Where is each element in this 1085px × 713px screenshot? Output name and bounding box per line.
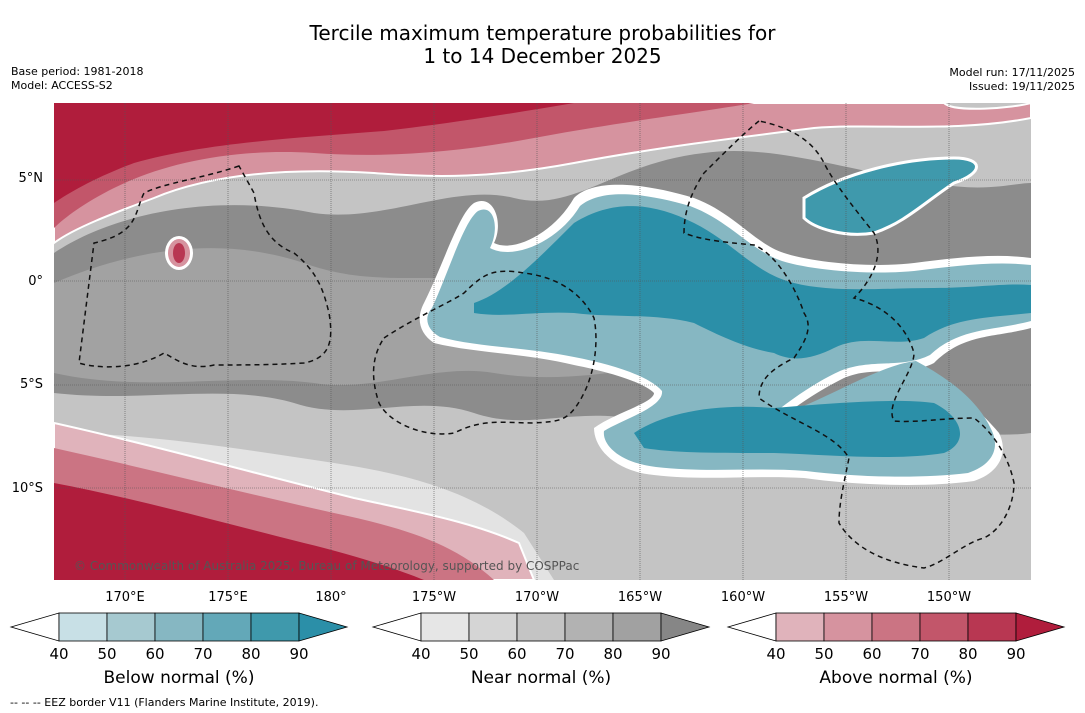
colorbar-segment [823, 612, 873, 642]
model-run: Model run: 17/11/2025 [949, 66, 1075, 79]
lon-label-180: 180° [315, 590, 347, 605]
cb-below-tick: 80 [241, 645, 261, 663]
lon-label-175e: 175°E [208, 590, 248, 605]
colorbar-segment [420, 612, 470, 642]
cb-above-tick: 70 [910, 645, 930, 663]
colorbar-segment [250, 612, 300, 642]
lon-label-175w: 175°W [411, 590, 457, 605]
colorbar-above-title: Above normal (%) [819, 668, 973, 688]
lon-label-165w: 165°W [617, 590, 663, 605]
cb-near-tick: 60 [507, 645, 527, 663]
cb-above-tick: 60 [862, 645, 882, 663]
cb-below-tick: 60 [145, 645, 165, 663]
colorbar-segment [612, 612, 662, 642]
colorbar-segment [919, 612, 969, 642]
colorbar-segment [468, 612, 518, 642]
colorbar-min-extend [9, 612, 60, 642]
lon-label-160w: 160°W [720, 590, 766, 605]
colorbar-below [9, 612, 349, 642]
cb-below-tick: 40 [49, 645, 69, 663]
eez-borders [78, 120, 1015, 569]
colorbar-near-title: Near normal (%) [470, 668, 612, 688]
eez-border-east [683, 120, 1015, 569]
lon-label-170e: 170°E [105, 590, 145, 605]
cb-above-tick: 40 [766, 645, 786, 663]
below-normal-northeast [802, 156, 978, 236]
colorbar-segment [775, 612, 825, 642]
cb-above-tick: 50 [814, 645, 834, 663]
lat-label-10s: 10°S [11, 481, 43, 496]
above-normal-blob-core [173, 243, 185, 263]
probability-map: © Commonwealth of Australia 2025, Bureau… [54, 103, 1031, 580]
cb-above-tick: 80 [958, 645, 978, 663]
colorbar-min-extend [726, 612, 777, 642]
meta-right: Model run: 17/11/2025 Issued: 19/11/2025 [949, 66, 1075, 94]
cb-near-tick: 70 [555, 645, 575, 663]
colorbar-max-extend [298, 612, 349, 642]
colorbar-max-extend [1015, 612, 1066, 642]
lon-label-150w: 150°W [926, 590, 972, 605]
map-copyright: © Commonwealth of Australia 2025, Bureau… [74, 559, 579, 573]
cb-near-tick: 50 [459, 645, 479, 663]
issued-date: Issued: 19/11/2025 [968, 80, 1075, 93]
cb-near-tick: 90 [651, 645, 671, 663]
above-normal-south-core [54, 483, 424, 580]
lat-label-5n: 5°N [18, 171, 44, 186]
eez-border-center [372, 270, 597, 435]
above-normal-north-core [54, 103, 574, 203]
colorbar-segment [516, 612, 566, 642]
colorbar-near [371, 612, 711, 642]
cb-below-tick: 90 [289, 645, 309, 663]
below-normal-core [474, 206, 1031, 359]
model-name: Model: ACCESS-S2 [11, 79, 113, 92]
colorbar-segment [564, 612, 614, 642]
title-line-2: 1 to 14 December 2025 [423, 44, 662, 68]
colorbar-below-title: Below normal (%) [103, 668, 255, 688]
cb-below-tick: 70 [193, 645, 213, 663]
lat-label-5s: 5°S [19, 377, 43, 392]
base-period: Base period: 1981-2018 [11, 65, 144, 78]
map-svg: © Commonwealth of Australia 2025, Bureau… [54, 103, 1031, 580]
cb-above-tick: 90 [1006, 645, 1026, 663]
colorbar-segment [202, 612, 252, 642]
eez-border-west [78, 165, 332, 368]
colorbar-segment [871, 612, 921, 642]
cb-near-tick: 40 [411, 645, 431, 663]
graticule [54, 103, 1031, 580]
title-line-1: Tercile maximum temperature probabilitie… [309, 21, 776, 45]
cb-below-tick: 50 [97, 645, 117, 663]
colorbars-svg [9, 612, 1066, 642]
chart-title: Tercile maximum temperature probabilitie… [0, 22, 1085, 68]
colorbar-segment [967, 612, 1017, 642]
colorbar-segment [106, 612, 156, 642]
meta-left: Base period: 1981-2018 Model: ACCESS-S2 [11, 65, 143, 93]
colorbar-max-extend [660, 612, 711, 642]
eez-footer-note: -- -- -- EEZ border V11 (Flanders Marine… [10, 696, 319, 709]
colorbar-segment [154, 612, 204, 642]
colorbar-min-extend [371, 612, 422, 642]
colorbar-segment [58, 612, 108, 642]
colorbar-above [726, 612, 1066, 642]
lat-label-0: 0° [28, 274, 43, 289]
below-normal-core-south [634, 400, 961, 458]
lon-label-170w: 170°W [514, 590, 560, 605]
lon-label-155w: 155°W [823, 590, 869, 605]
cb-near-tick: 80 [603, 645, 623, 663]
